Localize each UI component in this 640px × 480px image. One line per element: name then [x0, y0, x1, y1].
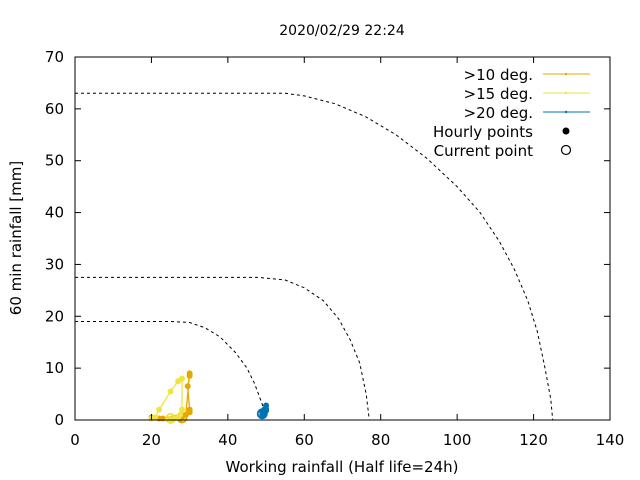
x-tick-label: 100	[443, 431, 472, 449]
x-tick-label: 120	[519, 431, 548, 449]
threshold-curve-3	[75, 92, 554, 421]
legend-label-10deg: >10 deg.	[464, 66, 533, 84]
hourly-point	[179, 406, 185, 413]
x-tick-label: 140	[596, 431, 625, 449]
legend-label-current: Current point	[434, 142, 533, 160]
y-tick-label: 10	[45, 359, 64, 377]
y-tick-label: 40	[45, 204, 64, 222]
x-tick-label: 60	[295, 431, 314, 449]
y-tick-label: 70	[45, 48, 64, 66]
x-tick-label: 20	[142, 431, 161, 449]
x-tick-label: 40	[218, 431, 237, 449]
hourly-point	[184, 383, 191, 390]
legend-label-hourly: Hourly points	[433, 123, 533, 141]
y-tick-label: 0	[54, 411, 64, 429]
hourly-point	[156, 406, 163, 413]
legend: >10 deg. >15 deg. >20 deg. Hourly points…	[433, 66, 590, 160]
current-point-2	[165, 413, 176, 424]
legend-swatch-current	[560, 144, 572, 156]
legend-swatch-hourly	[562, 127, 570, 135]
hourly-point	[152, 414, 159, 421]
plot-frame	[74, 56, 611, 421]
legend-swatch-15deg-marker	[564, 91, 568, 95]
legend-swatch-10deg-marker	[564, 72, 568, 76]
data-series	[148, 370, 270, 424]
y-axis-label: 60 min rainfall [mm]	[7, 161, 25, 315]
y-tick-label: 60	[45, 100, 64, 118]
threshold-curve-2	[75, 276, 370, 421]
y-tick-label: 50	[45, 152, 64, 170]
x-tick-label: 0	[70, 431, 80, 449]
threshold-curves	[75, 92, 554, 421]
hourly-point	[167, 415, 174, 422]
legend-label-20deg: >20 deg.	[464, 104, 533, 122]
current-point-3	[256, 408, 268, 420]
x-tick-label: 80	[371, 431, 390, 449]
x-axis-label: Working rainfall (Half life=24h)	[226, 458, 459, 476]
hourly-point	[167, 388, 174, 395]
series-line-2	[151, 377, 183, 420]
legend-swatch-20deg-marker	[564, 110, 568, 114]
axis-ticks: 0 20 40 60 80 100 120 140 0 10 20 30 40 50 60 70	[45, 48, 624, 449]
chart-title: 2020/02/29 22:24	[279, 23, 405, 39]
threshold-curve-1	[75, 321, 267, 421]
y-tick-label: 30	[45, 255, 64, 273]
hourly-point	[179, 375, 185, 382]
y-tick-label: 20	[45, 307, 64, 325]
hourly-point	[159, 415, 166, 422]
legend-label-15deg: >15 deg.	[464, 85, 533, 103]
hourly-point	[186, 370, 193, 377]
hourly-point	[259, 409, 266, 416]
hourly-point	[186, 406, 193, 413]
